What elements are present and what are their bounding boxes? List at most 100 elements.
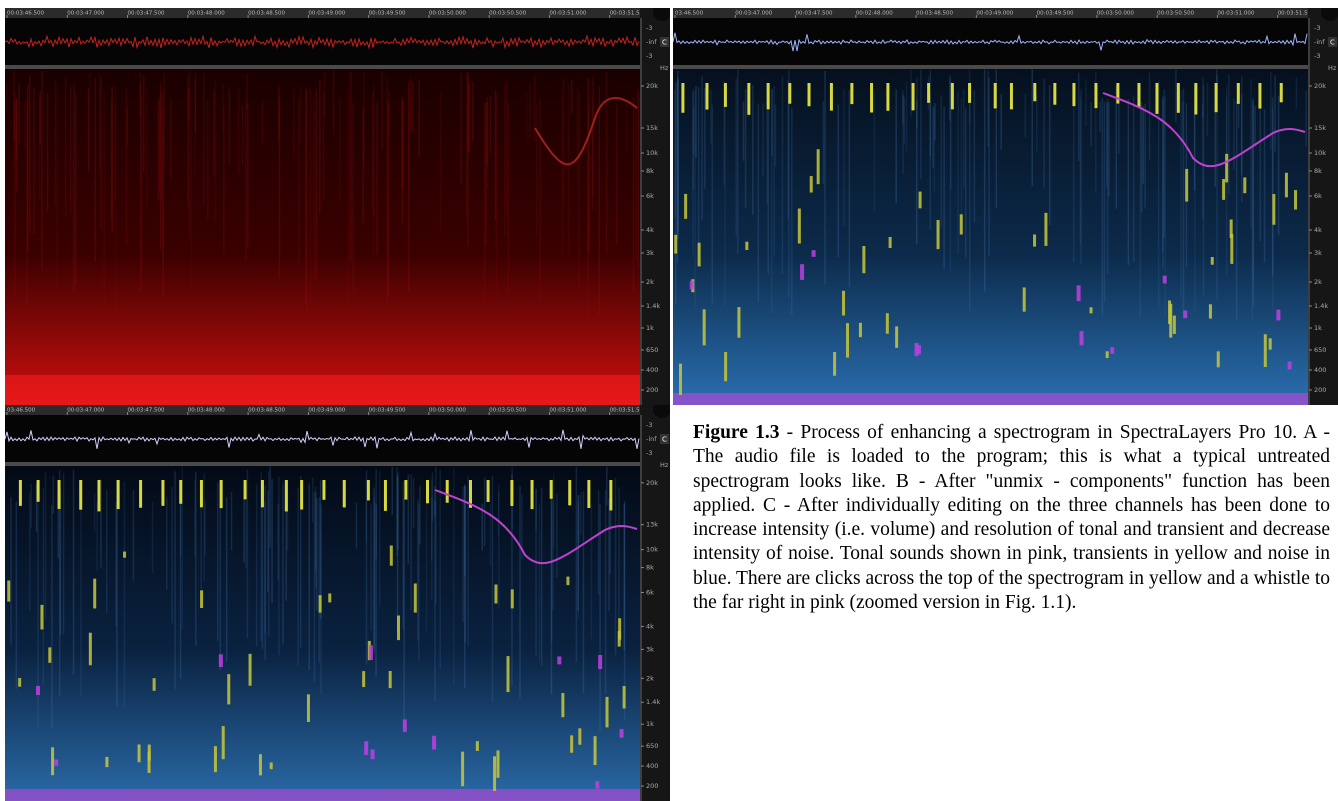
noise-streak [508,102,510,293]
channel-label: C [662,39,667,47]
transient [1044,213,1047,246]
tonal-blip [557,656,561,664]
noise-streak [539,98,541,300]
tonal-blip [1276,310,1280,321]
noise-streak [599,87,601,316]
transient-click [587,480,590,508]
noise-streak [99,72,101,175]
noise-streak [823,101,825,184]
noise-streak [401,100,403,188]
noise-streak [791,108,793,315]
noise-streak [1278,96,1280,236]
noise-streak [1099,101,1101,131]
level-label: Hz [660,461,669,469]
noise-streak [111,86,113,231]
noise-streak [80,501,82,697]
noise-streak [29,75,31,234]
noise-streak [1144,104,1146,209]
level-label: -3 [1314,52,1320,60]
noise-streak [215,81,217,222]
freq-label: 1k [646,324,654,332]
noise-streak [41,71,43,270]
transient-click [384,480,387,511]
time-label: 00:03:49.000 [308,11,345,17]
transient-click [446,480,449,503]
noise-streak [453,469,455,686]
transient-click [568,480,571,505]
noise-streak [100,78,102,229]
noise-streak [536,103,538,237]
transient [123,552,126,558]
transient-click [767,83,770,109]
transient [1294,190,1297,209]
transient-click [1280,83,1283,102]
noise-streak [267,491,269,592]
noise-streak [963,89,965,189]
transient [461,752,464,787]
tonal-blip [1110,347,1114,354]
noise-streak [576,467,578,662]
noise-streak [143,75,145,172]
transient [1243,177,1246,193]
noise-streak [381,71,383,150]
noise-streak [298,97,300,264]
noise-streak [95,78,97,262]
transient-click [609,480,612,510]
transient [1285,173,1288,198]
time-label: 00:03:48.500 [248,11,285,17]
tonal-blip [1077,285,1081,301]
freq-label: 1k [646,720,654,728]
noise-streak [535,489,537,656]
transient-click [994,83,997,108]
noise-streak [599,504,601,731]
noise-streak [314,491,316,681]
noise-streak [1128,99,1130,265]
time-label: 00:03:50.500 [489,408,526,414]
transient [1023,287,1026,311]
figure-label: Figure 1.3 [693,422,779,443]
noise-streak [403,497,405,721]
noise-streak [339,97,341,206]
noise-streak [10,497,12,644]
noise-streak [313,98,315,281]
freq-label: 200 [1314,386,1326,394]
noise-streak [417,499,419,640]
noise-streak [895,90,897,203]
noise-streak [1305,91,1307,147]
noise-streak [166,497,168,590]
noise-streak [277,504,279,580]
freq-label: 2k [646,674,654,682]
noise-streak [961,98,963,228]
transient [51,747,54,775]
noise-streak [262,101,264,145]
noise-streak [376,102,378,254]
noise-streak [824,71,826,284]
noise-streak [363,72,365,170]
transient [496,750,499,777]
spectrogram-panel-c: 03:46.50000:03:47.00000:03:47.50000:03:4… [5,405,670,801]
noise-streak [1241,94,1243,175]
noise-streak [695,86,697,158]
noise-streak [16,501,18,689]
transient-click [117,480,120,509]
noise-streak [969,87,971,311]
channel-label: C [1330,39,1335,47]
transient-click [367,480,370,500]
noise-streak [94,493,96,533]
noise-streak [426,488,428,631]
time-label: 00:03:47.500 [128,11,165,17]
noise-streak [434,501,436,701]
transient-click [968,83,971,103]
noise-streak [737,70,739,254]
noise-streak [413,478,415,528]
noise-streak [106,490,108,614]
noise-streak [217,482,219,641]
noise-streak [1175,69,1177,122]
transient-click [1258,83,1261,109]
freq-label: 15k [1314,124,1326,132]
noise-streak [496,95,498,294]
noise-streak [356,502,358,548]
time-label: 00:03:50.000 [1097,11,1134,17]
time-label: 00:03:48.000 [188,11,225,17]
tonal-blip [620,729,624,738]
